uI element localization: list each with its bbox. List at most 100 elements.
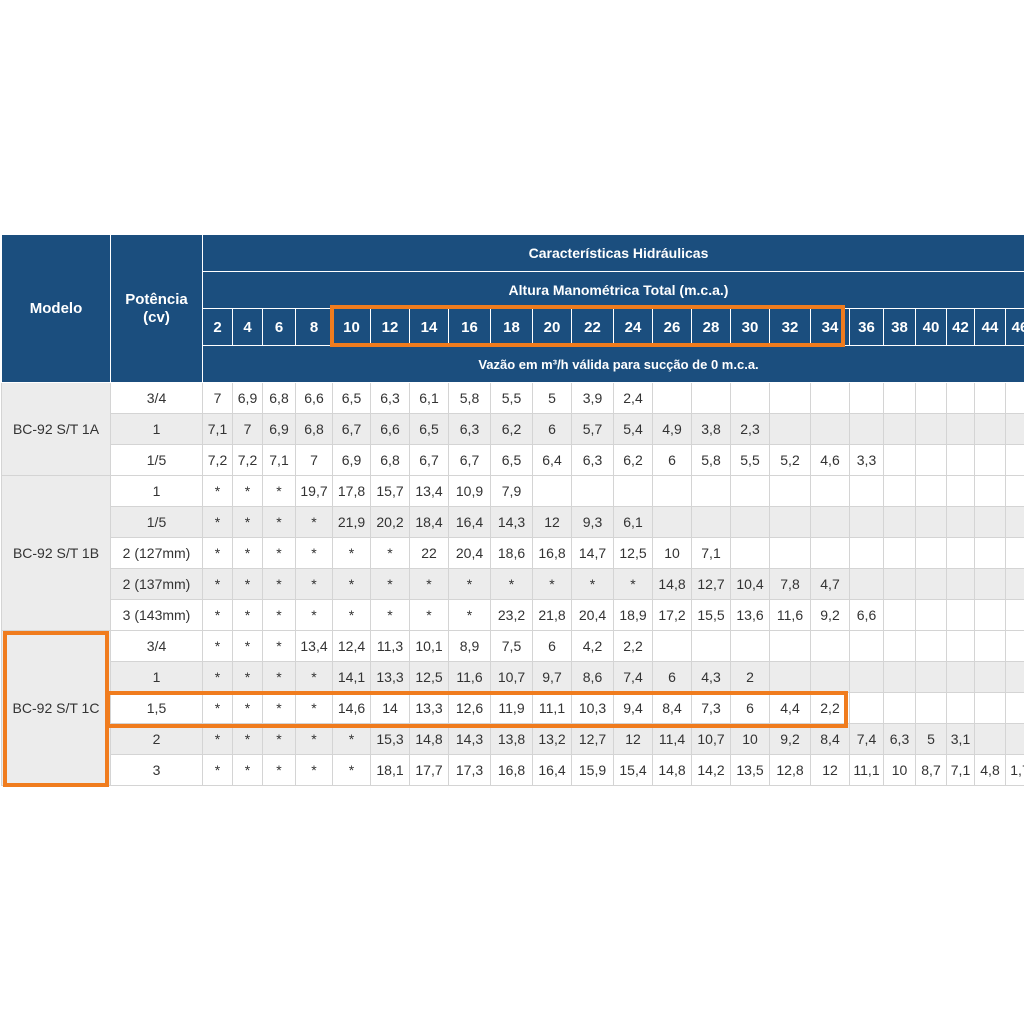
flow-value-cell: 18,6 (490, 537, 533, 569)
flow-value-cell (1005, 723, 1024, 755)
flow-value-cell: 6,8 (370, 444, 410, 476)
flow-value-cell: 7,1 (946, 754, 975, 786)
flow-value-cell (1005, 506, 1024, 538)
flow-value-cell: 19,7 (295, 475, 333, 507)
flow-value-cell: 13,3 (370, 661, 410, 693)
flow-value-cell: 6,7 (448, 444, 491, 476)
flow-value-cell: * (232, 630, 263, 662)
flow-value-cell (883, 630, 916, 662)
flow-value-cell: 9,2 (769, 723, 811, 755)
flow-value-cell: 16,4 (532, 754, 572, 786)
flow-value-cell: * (202, 599, 233, 631)
flow-value-cell: 14,6 (332, 692, 371, 724)
flow-value-cell: * (370, 568, 410, 600)
flow-value-cell (1005, 444, 1024, 476)
flow-value-cell: 6,3 (370, 382, 410, 414)
flow-value-cell (915, 506, 947, 538)
flow-value-cell: 17,3 (448, 754, 491, 786)
flow-value-cell (1005, 568, 1024, 600)
flow-value-cell: 11,4 (652, 723, 692, 755)
flow-value-cell: 6,5 (409, 413, 449, 445)
model-name-cell: BC-92 S/T 1A (1, 382, 111, 476)
header-height-cell: 36 (849, 308, 884, 346)
flow-value-cell: 11,6 (448, 661, 491, 693)
flow-value-cell (915, 599, 947, 631)
flow-value-cell: 7,9 (490, 475, 533, 507)
flow-value-cell (730, 537, 770, 569)
flow-value-cell (849, 630, 884, 662)
flow-value-cell: 14,1 (332, 661, 371, 693)
flow-value-cell (849, 475, 884, 507)
flow-value-cell (974, 537, 1006, 569)
flow-value-cell: 5 (532, 382, 572, 414)
flow-value-cell: 6,8 (262, 382, 296, 414)
table-row: BC-92 S/T 1B 1 * * * 19,7 17,8 15,7 13,4 10,9 7,9 (1, 475, 1024, 631)
flow-value-cell: * (295, 568, 333, 600)
flow-value-cell: * (202, 661, 233, 693)
flow-value-cell: 5,8 (448, 382, 491, 414)
flow-value-cell: 20,4 (448, 537, 491, 569)
header-potencia: Potência (cv) (110, 234, 203, 383)
table-header: Modelo Potência (cv) Características Hidrá… (1, 234, 1024, 383)
flow-value-cell: 6 (652, 444, 692, 476)
header-vazao: Vazão em m³/h válida para sucção de 0 m.… (202, 345, 1024, 383)
flow-value-cell: * (448, 568, 491, 600)
potencia-cell: 1 (110, 413, 203, 445)
flow-value-cell: 5,5 (490, 382, 533, 414)
flow-value-cell: 9,2 (810, 599, 850, 631)
flow-value-cell (769, 475, 811, 507)
flow-value-cell (810, 630, 850, 662)
flow-value-cell: 12 (810, 754, 850, 786)
flow-value-cell: 7,8 (769, 568, 811, 600)
flow-value-cell (946, 692, 975, 724)
flow-value-cell: 15,7 (370, 475, 410, 507)
potencia-cell: 1/5 (110, 444, 203, 476)
flow-value-cell: * (262, 475, 296, 507)
header-height-cell: 22 (571, 308, 614, 346)
header-height-cell: 44 (974, 308, 1006, 346)
flow-value-cell: * (409, 568, 449, 600)
header-height-cell: 30 (730, 308, 770, 346)
flow-value-cell (769, 661, 811, 693)
flow-value-cell: 6,2 (490, 413, 533, 445)
flow-value-cell (691, 382, 731, 414)
potencia-cell: 3 (110, 754, 203, 786)
flow-value-cell (883, 444, 916, 476)
flow-value-cell: 7,1 (202, 413, 233, 445)
flow-value-cell: 14,3 (490, 506, 533, 538)
flow-value-cell: * (332, 754, 371, 786)
flow-value-cell (915, 475, 947, 507)
flow-value-cell: 3,8 (691, 413, 731, 445)
flow-value-cell (946, 630, 975, 662)
flow-value-cell: 16,8 (490, 754, 533, 786)
flow-value-cell (810, 661, 850, 693)
flow-value-cell (730, 506, 770, 538)
flow-value-cell (613, 475, 653, 507)
flow-value-cell (1005, 692, 1024, 724)
flow-value-cell: 7 (202, 382, 233, 414)
table-row: 2 (137mm) * * * * * * * * * * * * 14,8 12,7 10,4 7,8 4,7 (2, 568, 1024, 600)
flow-value-cell (1005, 475, 1024, 507)
header-height-cell: 12 (370, 308, 410, 346)
flow-value-cell: 6,6 (295, 382, 333, 414)
flow-value-cell: * (532, 568, 572, 600)
flow-value-cell: 5 (915, 723, 947, 755)
flow-value-cell (730, 382, 770, 414)
flow-value-cell: 2,2 (810, 692, 850, 724)
flow-value-cell (730, 630, 770, 662)
flow-value-cell: 18,4 (409, 506, 449, 538)
header-height-cell: 14 (409, 308, 449, 346)
flow-value-cell: 11,6 (769, 599, 811, 631)
header-height-cell: 4 (232, 308, 263, 346)
flow-value-cell (883, 599, 916, 631)
flow-value-cell (849, 413, 884, 445)
table-row: BC-92 S/T 1C 3/4 * * * 13,4 12,4 11,3 10,1 8,9 7,5… (1, 630, 1024, 786)
header-caracteristicas: Características Hidráulicas (202, 234, 1024, 272)
flow-value-cell: * (232, 599, 263, 631)
flow-value-cell: * (202, 723, 233, 755)
flow-value-cell: 7,1 (691, 537, 731, 569)
flow-value-cell: 13,2 (532, 723, 572, 755)
header-height-cell: 40 (915, 308, 947, 346)
flow-value-cell: 5,7 (571, 413, 614, 445)
flow-value-cell: 21,9 (332, 506, 371, 538)
